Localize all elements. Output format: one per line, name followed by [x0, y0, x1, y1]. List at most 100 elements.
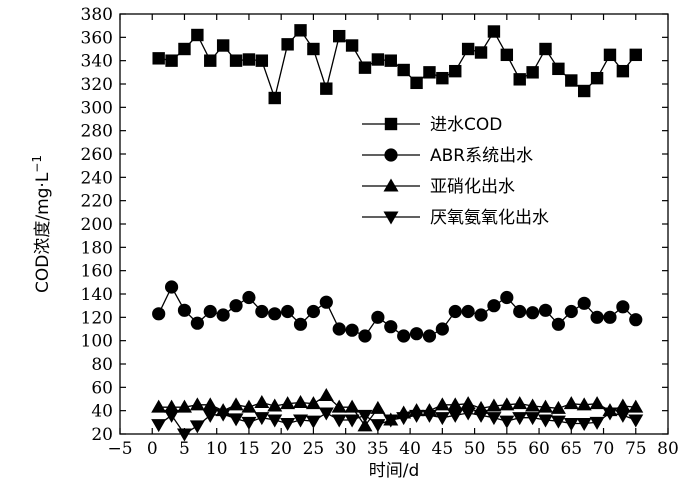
data-point: [474, 46, 488, 59]
data-point: [460, 396, 476, 410]
series-4: [151, 407, 644, 442]
data-point: [589, 396, 605, 410]
y-tick-label: 80: [91, 355, 113, 375]
data-point: [499, 415, 515, 429]
data-point: [293, 414, 309, 428]
data-point: [448, 304, 462, 319]
data-point: [435, 322, 449, 336]
data-point: [202, 397, 218, 411]
data-point: [603, 310, 617, 324]
data-point: [280, 418, 296, 431]
data-point: [331, 399, 347, 413]
data-point: [358, 329, 372, 343]
x-tick-label: 25: [303, 439, 325, 459]
x-tick-label: 30: [335, 439, 357, 459]
x-tick-label: 15: [238, 439, 260, 459]
axes-group: −5 0 5 10 15 20 25 30 35 40 45 50 55 60 65 70 75 80 20 40 60…: [81, 5, 679, 459]
data-point: [176, 428, 192, 442]
data-point: [461, 304, 475, 319]
y-tick-label: 220: [81, 192, 113, 212]
data-point: [616, 64, 630, 78]
data-point: [177, 303, 192, 317]
data-point: [590, 310, 604, 324]
x-tick-label: 60: [528, 439, 550, 459]
data-point: [577, 84, 591, 98]
data-point: [563, 418, 579, 431]
data-point: [615, 398, 631, 412]
legend-label: 进水COD: [430, 115, 502, 135]
data-point: [512, 412, 528, 426]
data-point: [525, 412, 541, 426]
y-axis-title-main: COD浓度/mg·L: [33, 172, 53, 293]
data-point: [164, 399, 180, 413]
data-point: [563, 396, 579, 410]
data-point: [228, 397, 244, 411]
data-point: [538, 414, 554, 428]
data-point: [576, 397, 592, 411]
data-point: [293, 395, 309, 408]
data-point: [202, 409, 218, 423]
data-point: [191, 28, 204, 42]
legend-label: ABR系统出水: [430, 146, 533, 166]
data-point: [254, 395, 270, 408]
data-point: [550, 415, 566, 429]
legend-item-1: 进水COD: [362, 115, 502, 135]
data-point: [255, 54, 269, 67]
data-point: [319, 295, 333, 309]
data-point: [449, 64, 462, 78]
x-tick-label: 80: [657, 439, 679, 459]
data-point: [447, 409, 463, 423]
data-point: [629, 48, 642, 62]
data-point: [152, 52, 165, 65]
x-tick-label: −5: [107, 439, 132, 459]
data-point: [281, 38, 294, 51]
x-tick-label: 10: [206, 439, 228, 459]
series-group: [151, 24, 644, 442]
series-line: [158, 285, 637, 337]
data-point: [320, 82, 333, 95]
data-point: [268, 307, 282, 321]
y-axis-title-superscript: −1: [30, 155, 44, 173]
y-tick-label: 160: [81, 262, 113, 282]
data-point: [474, 308, 488, 322]
legend-marker: [384, 117, 398, 131]
data-point: [190, 316, 204, 330]
data-point: [552, 62, 565, 76]
data-point: [577, 296, 591, 310]
data-point: [333, 29, 346, 43]
data-point: [434, 412, 450, 426]
y-tick-label: 380: [81, 5, 113, 25]
data-point: [434, 397, 450, 411]
data-point: [294, 24, 307, 37]
data-point: [151, 399, 167, 413]
x-tick-label: 70: [593, 439, 615, 459]
data-point: [447, 397, 463, 411]
data-point: [397, 63, 410, 77]
data-point: [409, 327, 424, 341]
data-point: [344, 414, 360, 428]
data-point: [152, 307, 166, 321]
data-point: [628, 399, 644, 413]
data-point: [305, 415, 321, 429]
data-point: [473, 409, 489, 423]
data-point: [203, 304, 217, 319]
data-point: [229, 299, 243, 313]
data-point: [306, 304, 321, 319]
data-point: [629, 313, 643, 327]
y-tick-label: 240: [81, 168, 113, 188]
data-point: [189, 397, 205, 411]
x-tick-label: 50: [464, 439, 486, 459]
data-point: [318, 388, 334, 401]
data-point: [538, 399, 554, 413]
y-tick-label: 340: [81, 52, 113, 72]
data-point: [164, 409, 180, 423]
y-tick-label: 320: [81, 75, 113, 95]
data-point: [242, 290, 256, 305]
data-point: [268, 91, 281, 105]
data-point: [421, 409, 437, 423]
y-tick-label: 60: [91, 378, 113, 398]
data-point: [409, 409, 425, 423]
data-point: [331, 414, 347, 428]
legend-item-2: ABR系统出水: [362, 146, 533, 166]
